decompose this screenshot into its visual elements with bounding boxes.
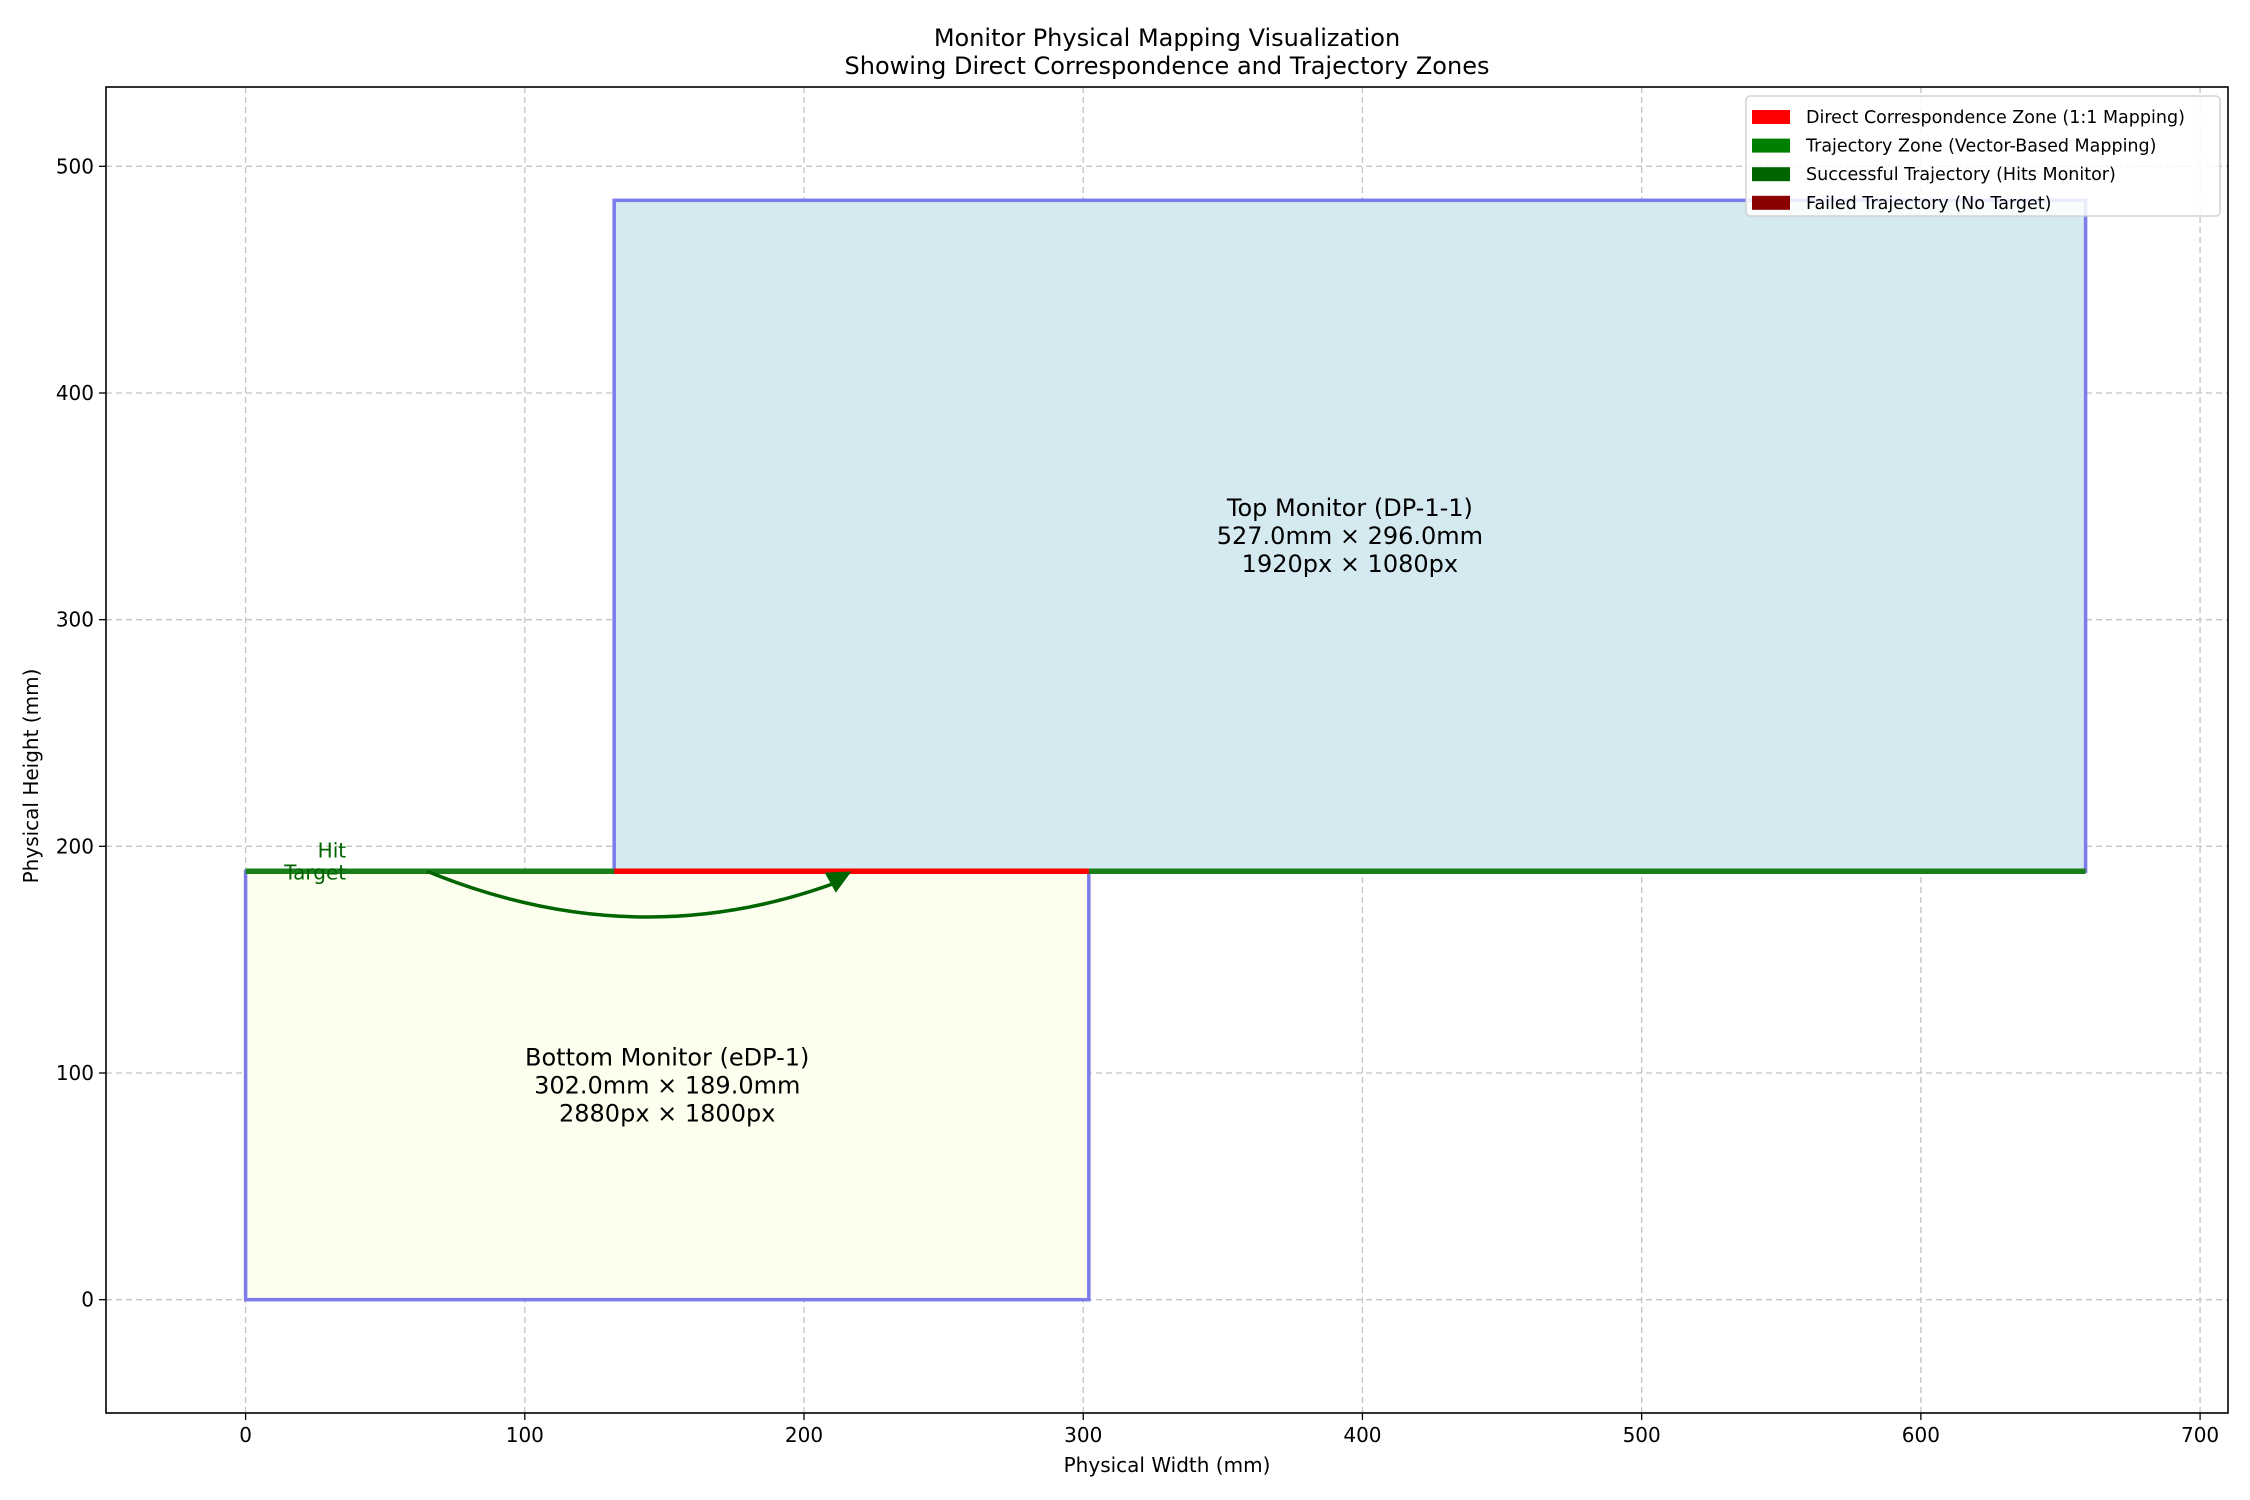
legend-swatch bbox=[1752, 167, 1790, 182]
chart-subtitle: Showing Direct Correspondence and Trajec… bbox=[845, 52, 1490, 80]
chart-title: Monitor Physical Mapping Visualization bbox=[934, 24, 1400, 52]
plot-frame bbox=[105, 86, 2229, 1414]
x-tick-label: 200 bbox=[785, 1423, 823, 1447]
x-tick-label: 300 bbox=[1064, 1423, 1102, 1447]
trajectory-curve bbox=[426, 869, 841, 919]
x-tick-label: 700 bbox=[2181, 1423, 2219, 1447]
y-tick-label: 100 bbox=[56, 1061, 94, 1085]
legend-swatch bbox=[1752, 195, 1790, 210]
hit-target-annotation: Hit bbox=[318, 838, 347, 862]
trajectory-arrowhead bbox=[824, 871, 852, 893]
top-monitor-res-label: 1920px × 1080px bbox=[1242, 550, 1458, 578]
x-tick-label: 400 bbox=[1343, 1423, 1381, 1447]
top-monitor-dims-label: 527.0mm × 296.0mm bbox=[1217, 522, 1483, 550]
legend-box bbox=[1745, 95, 2221, 217]
x-tick-label: 100 bbox=[506, 1423, 544, 1447]
x-axis-label: Physical Width (mm) bbox=[1064, 1453, 1271, 1477]
monitor-rectangles bbox=[243, 198, 2088, 1302]
bottom-monitor-rect bbox=[243, 869, 1091, 1302]
y-tick-label: 400 bbox=[56, 381, 94, 405]
bottom-monitor-dims-label: 302.0mm × 189.0mm bbox=[534, 1071, 800, 1099]
bottom-monitor-res-label: 2880px × 1800px bbox=[559, 1099, 775, 1127]
legend-label: Successful Trajectory (Hits Monitor) bbox=[1806, 165, 2116, 185]
legend-label: Failed Trajectory (No Target) bbox=[1806, 194, 2051, 214]
legend: Direct Correspondence Zone (1:1 Mapping)… bbox=[1745, 95, 2221, 217]
legend-label: Trajectory Zone (Vector-Based Mapping) bbox=[1805, 137, 2156, 157]
bottom-monitor-name-label: Bottom Monitor (eDP-1) bbox=[525, 1043, 809, 1071]
x-tick-label: 0 bbox=[239, 1423, 252, 1447]
y-tick-label: 500 bbox=[56, 154, 94, 178]
legend-swatch bbox=[1752, 110, 1790, 124]
top-monitor-name-label: Top Monitor (DP-1-1) bbox=[1226, 494, 1473, 522]
chart-texts: Monitor Physical Mapping Visualization S… bbox=[19, 24, 1489, 1477]
legend-swatch bbox=[1752, 138, 1790, 153]
legend-label: Direct Correspondence Zone (1:1 Mapping) bbox=[1806, 108, 2185, 128]
x-tick-label: 500 bbox=[1623, 1423, 1661, 1447]
y-tick-label: 200 bbox=[56, 834, 94, 858]
axes: 0 100 200 300 400 500 600 700 0 100 200 300 400 500 bbox=[56, 86, 2229, 1447]
y-axis-label: Physical Height (mm) bbox=[19, 669, 43, 884]
y-tick-label: 300 bbox=[56, 608, 94, 632]
trajectory-arrow bbox=[426, 869, 852, 919]
top-monitor-rect bbox=[612, 198, 2088, 874]
x-tick-label: 600 bbox=[1902, 1423, 1940, 1447]
hit-target-annotation: Target bbox=[283, 860, 346, 884]
y-tick-label: 0 bbox=[81, 1288, 94, 1312]
